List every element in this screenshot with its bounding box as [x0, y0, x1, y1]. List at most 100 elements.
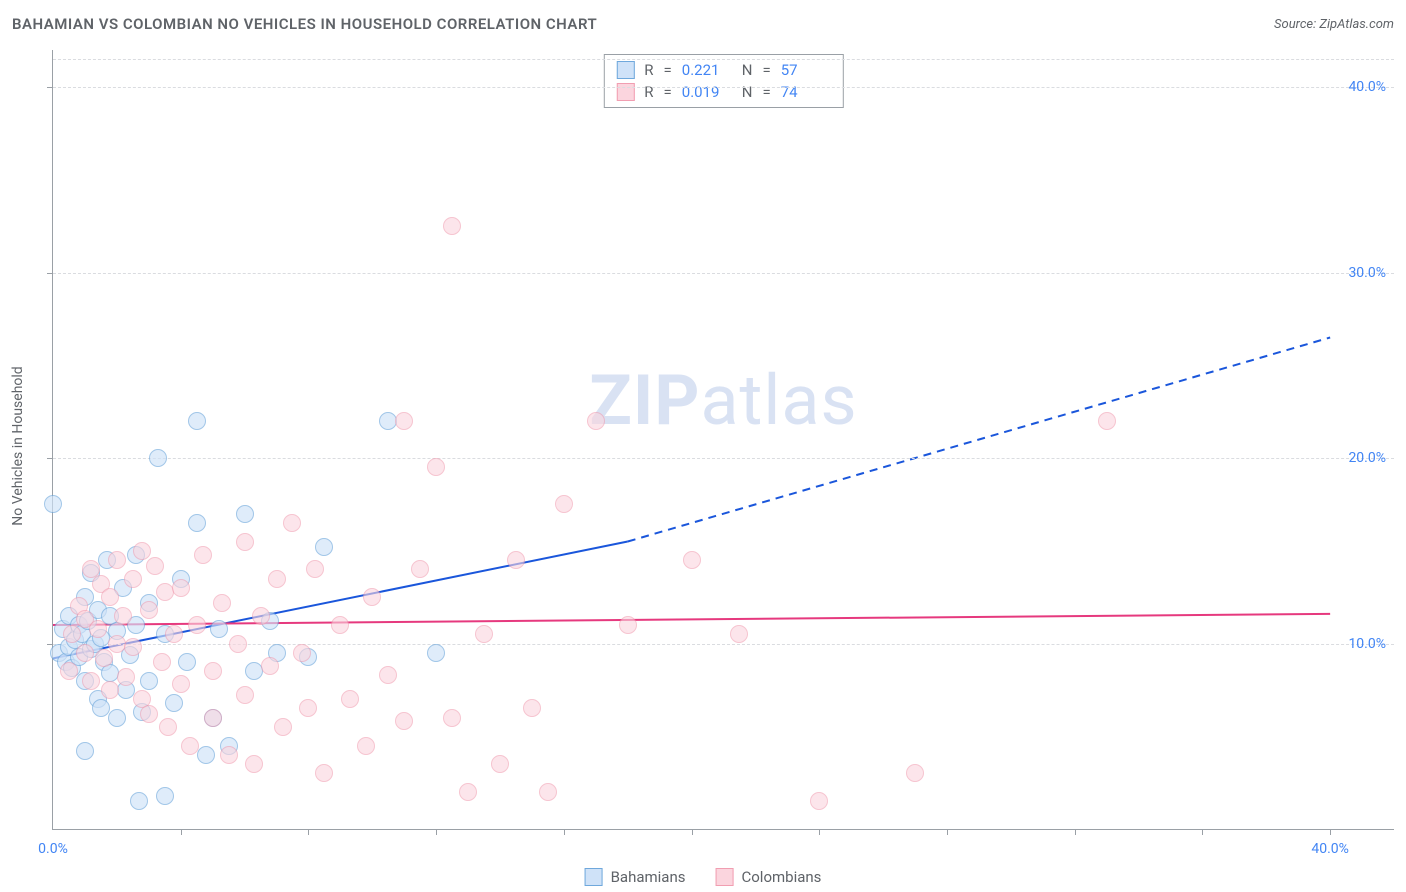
scatter-point [159, 718, 177, 736]
scatter-point [117, 668, 135, 686]
swatch-icon [616, 83, 634, 101]
scatter-point [306, 560, 324, 578]
scatter-point [133, 542, 151, 560]
scatter-point [188, 616, 206, 634]
scatter-point [229, 635, 247, 653]
source-label: Source: ZipAtlas.com [1274, 17, 1394, 32]
scatter-point [210, 620, 228, 638]
x-tick [1330, 829, 1331, 835]
scatter-point [236, 505, 254, 523]
scatter-point [507, 551, 525, 569]
y-tick-label: 10.0% [1348, 636, 1386, 652]
scatter-point [149, 449, 167, 467]
scatter-point [44, 495, 62, 513]
scatter-point [1098, 412, 1116, 430]
scatter-point [587, 412, 605, 430]
scatter-point [443, 709, 461, 727]
legend-item: Bahamians [585, 868, 686, 886]
scatter-point [108, 551, 126, 569]
scatter-point [299, 699, 317, 717]
scatter-point [459, 783, 477, 801]
scatter-point [245, 755, 263, 773]
n-value: 74 [781, 83, 831, 101]
scatter-point [178, 653, 196, 671]
stats-row: R = 0.221 N = 57 [616, 59, 830, 81]
series-legend: Bahamians Colombians [585, 868, 822, 886]
trend-line-ext [628, 337, 1330, 541]
scatter-point [261, 657, 279, 675]
scatter-point [181, 737, 199, 755]
scatter-point [268, 570, 286, 588]
scatter-point [165, 694, 183, 712]
scatter-point [204, 709, 222, 727]
r-value: 0.221 [682, 61, 732, 79]
x-tick-label: 40.0% [1311, 841, 1349, 857]
gridline [53, 273, 1394, 274]
scatter-point [124, 570, 142, 588]
x-tick [819, 829, 820, 835]
scatter-point [188, 412, 206, 430]
scatter-point [379, 666, 397, 684]
scatter-point [194, 546, 212, 564]
x-tick [947, 829, 948, 835]
x-tick-label: 0.0% [38, 841, 68, 857]
scatter-point [906, 764, 924, 782]
legend-label: Bahamians [611, 868, 686, 886]
scatter-point [82, 672, 100, 690]
scatter-point [76, 644, 94, 662]
chart-title: BAHAMIAN VS COLOMBIAN NO VEHICLES IN HOU… [12, 15, 597, 33]
swatch-icon [616, 61, 634, 79]
n-value: 57 [781, 61, 831, 79]
scatter-point [172, 579, 190, 597]
scatter-point [172, 675, 190, 693]
scatter-point [197, 746, 215, 764]
legend-item: Colombians [715, 868, 821, 886]
scatter-point [363, 588, 381, 606]
scatter-point [101, 681, 119, 699]
scatter-point [146, 557, 164, 575]
scatter-point [204, 662, 222, 680]
scatter-point [153, 653, 171, 671]
gridline [53, 644, 1394, 645]
y-tick-label: 30.0% [1348, 265, 1386, 281]
gridline [53, 87, 1394, 88]
scatter-point [427, 458, 445, 476]
scatter-point [130, 792, 148, 810]
n-label: N [742, 61, 753, 79]
scatter-point [283, 514, 301, 532]
scatter-point [60, 662, 78, 680]
scatter-point [810, 792, 828, 810]
scatter-point [108, 635, 126, 653]
trend-line [53, 614, 1330, 625]
scatter-point [491, 755, 509, 773]
y-tick-label: 40.0% [1348, 79, 1386, 95]
scatter-point [331, 616, 349, 634]
scatter-point [101, 588, 119, 606]
scatter-point [140, 601, 158, 619]
scatter-point [395, 712, 413, 730]
scatter-point [140, 672, 158, 690]
scatter-point [188, 514, 206, 532]
legend-label: Colombians [741, 868, 821, 886]
scatter-point [427, 644, 445, 662]
y-axis-label: No Vehicles in Household [10, 366, 26, 525]
scatter-point [236, 686, 254, 704]
scatter-point [539, 783, 557, 801]
x-tick [181, 829, 182, 835]
scatter-point [156, 787, 174, 805]
scatter-point [165, 625, 183, 643]
x-tick [692, 829, 693, 835]
scatter-point [555, 495, 573, 513]
scatter-point [95, 649, 113, 667]
scatter-point [213, 594, 231, 612]
scatter-point [76, 742, 94, 760]
scatter-point [395, 412, 413, 430]
watermark: ZIPatlas [589, 360, 857, 442]
stats-legend: R = 0.221 N = 57 R = 0.019 N = 74 [603, 54, 843, 108]
scatter-point [730, 625, 748, 643]
scatter-point [89, 620, 107, 638]
scatter-point [108, 709, 126, 727]
scatter-point [315, 764, 333, 782]
gridline [53, 59, 1394, 60]
r-value: 0.019 [682, 83, 732, 101]
